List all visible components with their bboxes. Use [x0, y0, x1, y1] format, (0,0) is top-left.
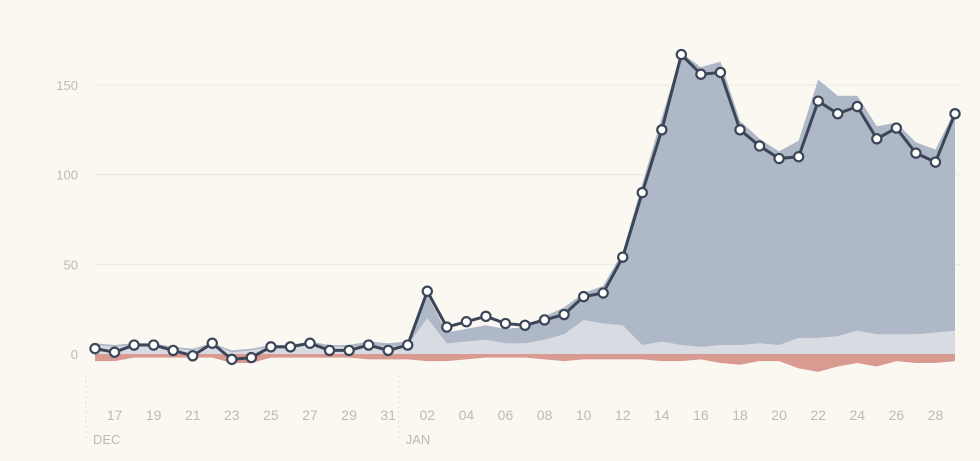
data-point[interactable]	[851, 100, 863, 113]
data-point[interactable]	[792, 151, 805, 163]
data-point[interactable]	[910, 147, 922, 159]
y-tick-label: 0	[71, 347, 78, 362]
data-point[interactable]	[519, 319, 531, 332]
data-point[interactable]	[695, 68, 707, 80]
data-point[interactable]	[558, 308, 570, 321]
x-tick-label: 04	[459, 407, 475, 423]
x-tick-label: 18	[732, 407, 748, 423]
axis-layer: 0 50 100 150 17 19 21 23 25 27 29 31 02 04 06 08 10 12 14 1…	[56, 78, 943, 447]
x-tick-label: 14	[654, 407, 670, 423]
data-point[interactable]	[832, 107, 844, 120]
data-point[interactable]	[362, 339, 375, 351]
x-tick-label: 17	[107, 407, 123, 423]
data-point[interactable]	[460, 316, 473, 328]
y-tick-label: 150	[56, 78, 78, 93]
x-tick-label: 21	[185, 407, 201, 423]
data-point[interactable]	[323, 344, 336, 357]
negative-area	[95, 354, 955, 372]
data-point[interactable]	[402, 339, 414, 351]
data-point[interactable]	[187, 350, 199, 362]
data-point[interactable]	[812, 95, 824, 107]
data-point[interactable]	[890, 122, 903, 134]
data-point[interactable]	[753, 140, 766, 152]
data-point[interactable]	[226, 353, 238, 366]
x-tick-label: 23	[224, 407, 240, 423]
data-point[interactable]	[382, 344, 394, 357]
data-point[interactable]	[871, 133, 883, 145]
x-tick-label: 24	[849, 407, 865, 423]
x-tick-label: 16	[693, 407, 709, 423]
data-point[interactable]	[538, 314, 551, 326]
x-tick-label: 26	[889, 407, 905, 423]
data-point[interactable]	[617, 251, 629, 263]
x-tick-label: 27	[302, 407, 318, 423]
x-tick-label: 19	[146, 407, 162, 423]
data-point[interactable]	[480, 310, 492, 323]
data-point[interactable]	[89, 342, 101, 355]
x-tick-label: 28	[928, 407, 944, 423]
x-tick-label: 20	[771, 407, 787, 423]
x-tick-label: 22	[810, 407, 826, 423]
y-tick-label: 50	[64, 257, 78, 272]
points-layer	[89, 48, 961, 366]
data-point[interactable]	[167, 344, 179, 357]
data-point[interactable]	[108, 346, 121, 358]
y-tick-label: 100	[56, 168, 78, 183]
data-point[interactable]	[597, 287, 609, 299]
data-point[interactable]	[343, 344, 355, 357]
data-point[interactable]	[304, 337, 316, 349]
data-point[interactable]	[147, 339, 160, 351]
data-point[interactable]	[636, 186, 648, 199]
x-tick-label: 02	[419, 407, 435, 423]
month-label: DEC	[93, 432, 120, 447]
data-point[interactable]	[441, 321, 453, 333]
data-point[interactable]	[577, 290, 590, 303]
data-point[interactable]	[656, 124, 668, 136]
data-point[interactable]	[421, 285, 433, 297]
data-point[interactable]	[245, 351, 258, 364]
data-point[interactable]	[499, 317, 512, 330]
x-tick-label: 31	[380, 407, 396, 423]
x-tick-label: 06	[498, 407, 514, 423]
x-tick-label: 12	[615, 407, 631, 423]
x-tick-label: 25	[263, 407, 279, 423]
data-point[interactable]	[949, 107, 961, 120]
data-point[interactable]	[128, 339, 140, 351]
upper-area	[95, 52, 955, 354]
data-point[interactable]	[206, 337, 218, 349]
data-point[interactable]	[675, 48, 688, 61]
x-tick-label: 08	[537, 407, 553, 423]
data-point[interactable]	[284, 341, 297, 353]
month-label: JAN	[406, 432, 431, 447]
x-tick-label: 29	[341, 407, 357, 423]
data-point[interactable]	[773, 152, 785, 165]
data-point[interactable]	[265, 341, 277, 353]
data-point[interactable]	[714, 66, 727, 79]
x-tick-label: 10	[576, 407, 592, 423]
data-point[interactable]	[734, 124, 746, 136]
data-point[interactable]	[929, 156, 942, 168]
